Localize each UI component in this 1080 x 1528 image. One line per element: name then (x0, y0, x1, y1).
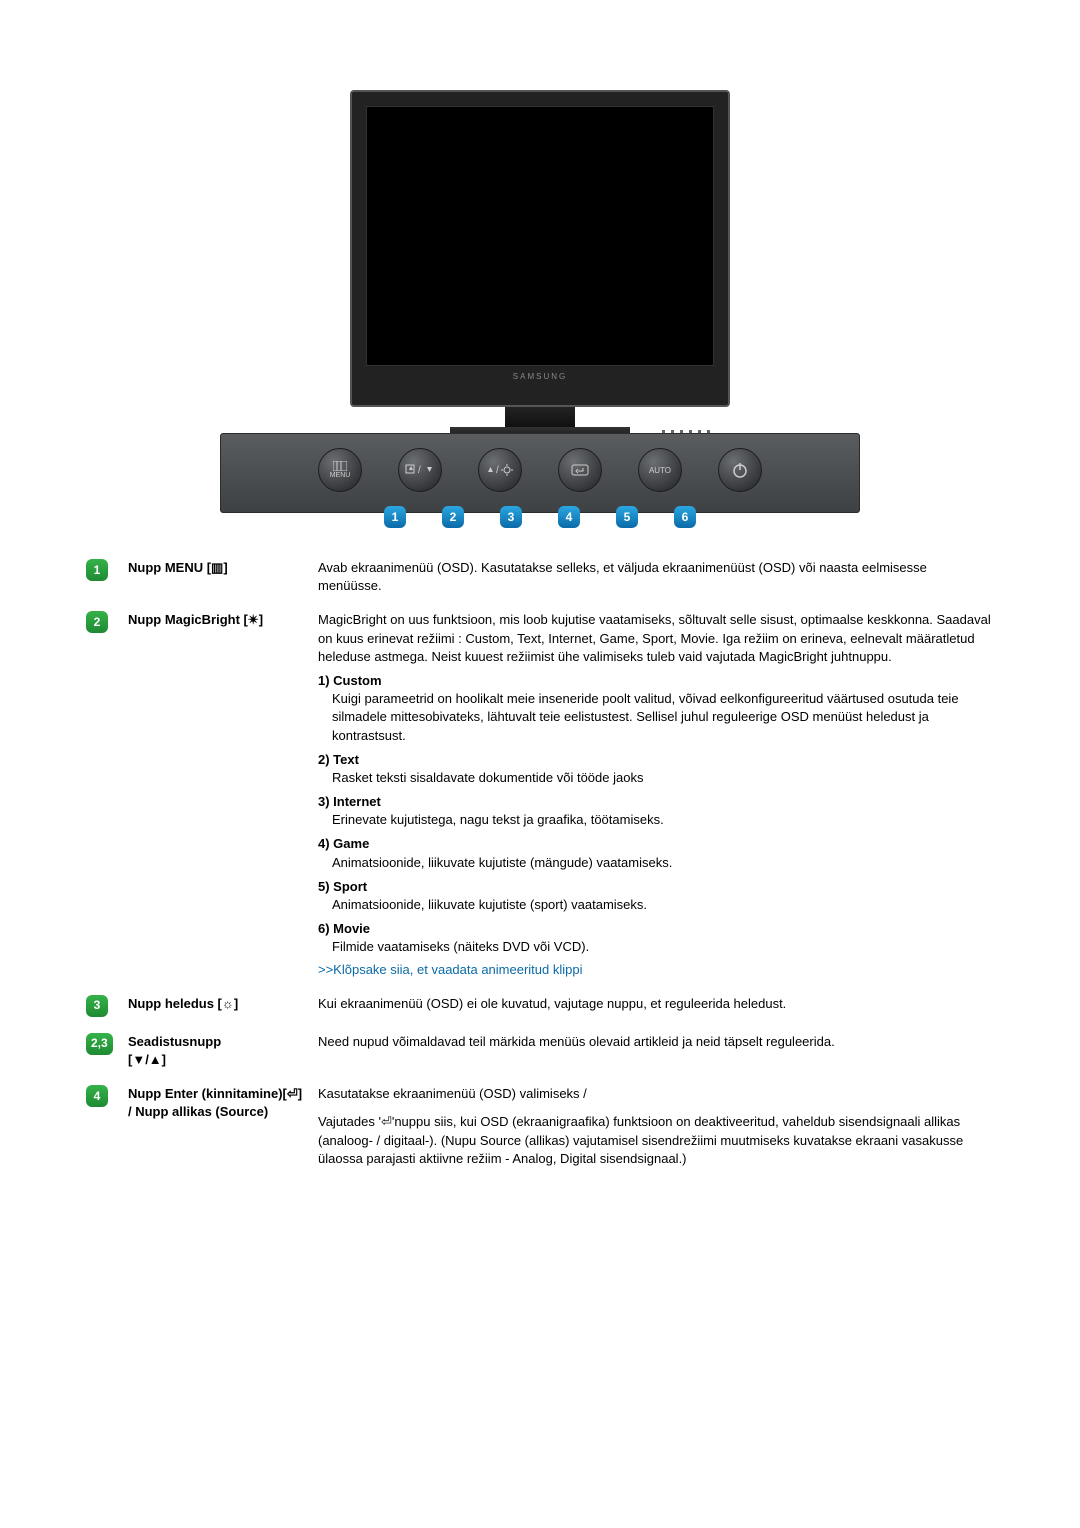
svg-text:/: / (418, 465, 421, 476)
num-badge-5: 5 (616, 506, 638, 528)
hw-button-magicbright-down: / (398, 448, 442, 492)
mode-movie: 6) Movie Filmide vaatamiseks (näiteks DV… (318, 920, 994, 956)
row-badge-3: 3 (86, 995, 108, 1017)
hardware-button-bar: MENU / / (220, 433, 860, 513)
mode-sport: 5) Sport Animatsioonide, liikuvate kujut… (318, 878, 994, 914)
brightness-up-icon: / (485, 463, 515, 477)
svg-text:/: / (496, 465, 499, 476)
row-label-enter-source: Nupp Enter (kinnitamine)[⏎] / Nupp allik… (122, 1079, 312, 1178)
row-badge-23: 2,3 (86, 1033, 113, 1055)
mode-internet: 3) Internet Erinevate kujutistega, nagu … (318, 793, 994, 829)
table-row: 1 Nupp MENU [▥] Avab ekraanimenüü (OSD).… (80, 553, 1000, 605)
monitor-screen (366, 106, 714, 366)
description-table: 1 Nupp MENU [▥] Avab ekraanimenüü (OSD).… (80, 553, 1000, 1178)
hw-button-menu-label: MENU (330, 472, 351, 479)
menu-glyph-icon: ▥ (211, 560, 223, 575)
row-badge-2: 2 (86, 611, 108, 633)
enter-icon (570, 463, 590, 477)
mode-game: 4) Game Animatsioonide, liikuvate kujuti… (318, 835, 994, 871)
mode-text: 2) Text Rasket teksti sisaldavate dokume… (318, 751, 994, 787)
hw-button-auto: AUTO (638, 448, 682, 492)
row-desc-brightness: Kui ekraanimenüü (OSD) ei ole kuvatud, v… (312, 989, 1000, 1027)
power-icon (731, 461, 749, 479)
row-label-brightness: Nupp heledus [☼] (122, 989, 312, 1027)
num-badge-4: 4 (558, 506, 580, 528)
row-label-adjust: Seadistusnupp [▼/▲] (122, 1027, 312, 1079)
button-number-row: 1 2 3 4 5 6 (221, 506, 859, 528)
table-row: 4 Nupp Enter (kinnitamine)[⏎] / Nupp all… (80, 1079, 1000, 1178)
hw-button-enter (558, 448, 602, 492)
row-label-menu: Nupp MENU [▥] (122, 553, 312, 605)
num-badge-6: 6 (674, 506, 696, 528)
mode-custom: 1) Custom Kuigi parameetrid on hoolikalt… (318, 672, 994, 745)
row-desc-enter-source: Kasutatakse ekraanimenüü (OSD) valimisek… (312, 1079, 1000, 1178)
table-row: 3 Nupp heledus [☼] Kui ekraanimenüü (OSD… (80, 989, 1000, 1027)
monitor-illustration: SAMSUNG MENU (220, 90, 860, 513)
monitor-body: SAMSUNG (350, 90, 730, 441)
row-label-magicbright: Nupp MagicBright [✴] (122, 605, 312, 988)
num-badge-3: 3 (500, 506, 522, 528)
hw-button-menu: MENU (318, 448, 362, 492)
hw-button-power (718, 448, 762, 492)
animated-clip-link[interactable]: >>Klõpsake siia, et vaadata animeeritud … (318, 962, 583, 977)
row-badge-4: 4 (86, 1085, 108, 1107)
row-desc-adjust: Need nupud võimaldavad teil märkida menü… (312, 1027, 1000, 1079)
hw-button-auto-label: AUTO (649, 466, 671, 475)
hw-button-brightness-up: / (478, 448, 522, 492)
monitor-neck (505, 407, 575, 427)
magicbright-glyph-icon: ✴ (248, 612, 259, 627)
row-badge-1: 1 (86, 559, 108, 581)
monitor-bezel: SAMSUNG (350, 90, 730, 407)
row-desc-magicbright: MagicBright on uus funktsioon, mis loob … (312, 605, 1000, 988)
num-badge-1: 1 (384, 506, 406, 528)
monitor-logo: SAMSUNG (366, 372, 714, 381)
menu-icon (333, 461, 347, 471)
magicbright-down-icon: / (405, 463, 435, 477)
num-badge-2: 2 (442, 506, 464, 528)
row-desc-menu: Avab ekraanimenüü (OSD). Kasutatakse sel… (312, 553, 1000, 605)
table-row: 2,3 Seadistusnupp [▼/▲] Need nupud võima… (80, 1027, 1000, 1079)
brightness-glyph-icon: ☼ (222, 996, 234, 1011)
table-row: 2 Nupp MagicBright [✴] MagicBright on uu… (80, 605, 1000, 988)
